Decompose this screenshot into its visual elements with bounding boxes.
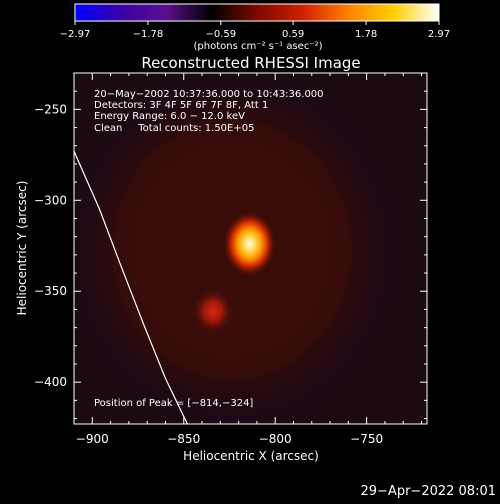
plot-frame (73, 72, 428, 425)
colorbar-tick-label: 0.59 (282, 29, 304, 40)
y-tick-label: −300 (34, 193, 67, 207)
annotation-energy: Energy Range: 6.0 − 12.0 keV (94, 111, 245, 122)
main-source (223, 211, 276, 276)
colorbar-tick-label: 1.78 (355, 29, 377, 40)
colorbar-tick-label: −0.59 (206, 29, 237, 40)
y-axis-ticks: −250 −300 −350 −400 (34, 72, 427, 420)
colorbar-tick-label: 2.97 (428, 29, 450, 40)
x-axis-ticks: −900 −850 −800 −750 (73, 73, 423, 446)
y-axis-label: Heliocentric Y (arcsec) (15, 181, 29, 316)
x-axis-label: Heliocentric X (arcsec) (183, 449, 319, 463)
sources (193, 211, 276, 334)
colorbar-tick-label: −1.78 (133, 29, 164, 40)
colorbar: −2.97 −1.78 −0.59 0.59 1.78 2.97 (photons cm⁻… (60, 3, 450, 52)
x-tick-label: −850 (167, 432, 200, 446)
solar-limb-line (74, 150, 188, 424)
y-tick-label: −350 (34, 284, 67, 298)
colorbar-tick-label: −2.97 (60, 29, 91, 40)
x-tick-label: −900 (76, 432, 109, 446)
annotation-peak-position: Position of Peak = [−814,−324] (94, 398, 253, 409)
x-tick-label: −750 (350, 432, 383, 446)
chart-title: Reconstructed RHESSI Image (141, 54, 360, 72)
footer-timestamp: 29−Apr−2022 08:01 (361, 484, 497, 499)
colorbar-ticks: −2.97 −1.78 −0.59 0.59 1.78 2.97 (60, 21, 450, 40)
secondary-source (193, 289, 234, 334)
y-tick-label: −250 (34, 102, 67, 116)
x-tick-label: −800 (259, 432, 292, 446)
y-tick-label: −400 (34, 375, 67, 389)
annotation-clean: Clean Total counts: 1.50E+05 (94, 123, 254, 134)
annotation-time: 20−May−2002 10:37:36.000 to 10:43:36.000 (94, 89, 324, 100)
colorbar-unit-label: (photons cm⁻² s⁻¹ asec⁻²) (193, 41, 322, 52)
annotation-detectors: Detectors: 3F 4F 5F 6F 7F 8F, Att 1 (94, 100, 268, 111)
plot-area: −900 −850 −800 −750 −250 −300 −350 −400 20−May… (34, 72, 428, 446)
colorbar-gradient (74, 3, 440, 22)
